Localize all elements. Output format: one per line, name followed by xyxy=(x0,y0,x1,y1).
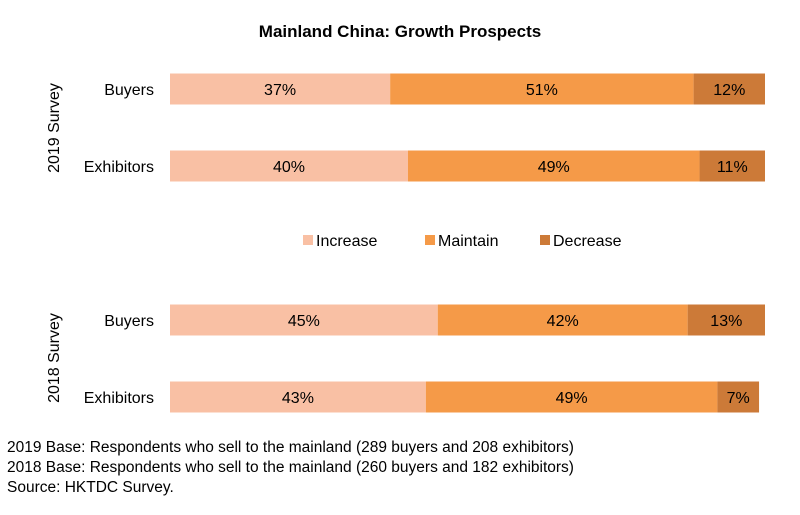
footnote-2019-base: 2019 Base: Respondents who sell to the m… xyxy=(7,439,574,456)
bar-2018-survey-exhibitors-decrease xyxy=(717,381,760,413)
chart-title: Mainland China: Growth Prospects xyxy=(259,22,541,41)
bar-2019-survey-exhibitors-maintain xyxy=(408,150,700,182)
footnote-2018-base: 2018 Base: Respondents who sell to the m… xyxy=(7,459,574,476)
value-label-2018-survey-buyers-decrease: 13% xyxy=(710,313,742,330)
footnote-source: Source: HKTDC Survey. xyxy=(7,479,174,496)
value-label-2019-survey-exhibitors-increase: 40% xyxy=(273,159,305,176)
legend-swatch-decrease xyxy=(540,235,550,245)
group-label-2019-survey: 2019 Survey xyxy=(46,83,63,173)
value-label-2018-survey-buyers-increase: 45% xyxy=(288,313,320,330)
value-label-2019-survey-buyers-decrease: 12% xyxy=(713,82,745,99)
bar-2018-survey-buyers-decrease xyxy=(687,304,765,336)
value-label-2018-survey-exhibitors-decrease: 7% xyxy=(727,390,750,407)
legend-label-maintain: Maintain xyxy=(438,233,498,250)
legend-label-increase: Increase xyxy=(316,233,377,250)
row-label-2018-survey-buyers: Buyers xyxy=(104,313,154,330)
bar-2019-survey-exhibitors-decrease xyxy=(699,150,765,182)
legend-swatch-maintain xyxy=(425,235,435,245)
bars-layer xyxy=(170,73,765,413)
bar-2018-survey-buyers-maintain xyxy=(437,304,688,336)
value-label-2018-survey-exhibitors-maintain: 49% xyxy=(556,390,588,407)
legend-swatch-increase xyxy=(303,235,313,245)
bar-2019-survey-buyers-maintain xyxy=(390,73,694,105)
group-label-2018-survey: 2018 Survey xyxy=(46,313,63,403)
growth-prospects-chart: Mainland China: Growth Prospects 2019 Su… xyxy=(46,22,765,413)
bar-2019-survey-exhibitors-increase xyxy=(170,150,408,182)
bar-2018-survey-exhibitors-increase xyxy=(170,381,426,413)
row-label-2018-survey-exhibitors: Exhibitors xyxy=(84,390,154,407)
labels-layer: 2019 Survey Buyers 37% 51% 12% Exhibitors 40% 4… xyxy=(46,82,750,407)
legend-label-decrease: Decrease xyxy=(553,233,622,250)
value-label-2019-survey-exhibitors-maintain: 49% xyxy=(538,159,570,176)
bar-2018-survey-buyers-increase xyxy=(170,304,438,336)
value-label-2019-survey-exhibitors-decrease: 11% xyxy=(717,159,748,176)
value-label-2019-survey-buyers-increase: 37% xyxy=(264,82,296,99)
legend: Increase Maintain Decrease xyxy=(303,233,622,250)
bar-2018-survey-exhibitors-maintain xyxy=(425,381,718,413)
row-label-2019-survey-buyers: Buyers xyxy=(104,82,154,99)
bar-2019-survey-buyers-decrease xyxy=(693,73,765,105)
value-label-2019-survey-buyers-maintain: 51% xyxy=(526,82,558,99)
bar-2019-survey-buyers-increase xyxy=(170,73,391,105)
value-label-2018-survey-buyers-maintain: 42% xyxy=(547,313,579,330)
footnotes: 2019 Base: Respondents who sell to the m… xyxy=(7,438,787,498)
row-label-2019-survey-exhibitors: Exhibitors xyxy=(84,159,154,176)
value-label-2018-survey-exhibitors-increase: 43% xyxy=(282,390,314,407)
